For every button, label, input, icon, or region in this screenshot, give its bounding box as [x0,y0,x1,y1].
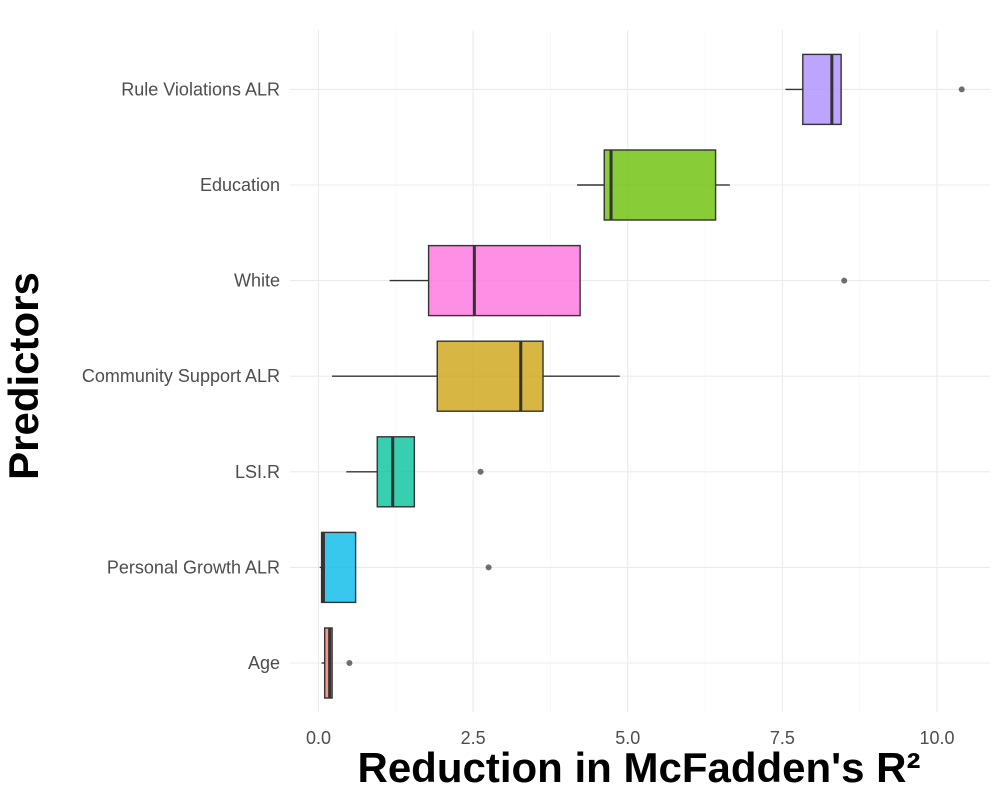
y-tick-label: Community Support ALR [82,366,280,386]
iqr-box [603,149,717,221]
outlier-point [346,660,353,666]
outlier-point [477,468,484,475]
x-axis-title: Reduction in McFadden's R² [357,744,920,791]
boxplot-personal-growth-alr [319,531,492,604]
x-tick-label: 5.0 [615,728,640,748]
iqr-box [436,340,544,412]
x-tick-label: 10.0 [919,728,954,748]
boxplot-education [577,149,730,221]
outlier-point [958,86,965,93]
outlier-point [485,564,492,571]
x-tick-label: 2.5 [461,728,486,748]
y-tick-label: Personal Growth ALR [107,557,280,577]
iqr-box [376,436,416,508]
boxplots [319,53,965,699]
x-tick-label: 7.5 [770,728,795,748]
y-tick-label: Rule Violations ALR [121,79,280,99]
grid-lines [290,30,990,712]
y-tick-label: White [234,271,280,291]
y-axis-title: Predictors [0,272,47,480]
y-tick-label: Education [200,175,280,195]
y-tick-label: Age [248,653,280,673]
iqr-box [802,53,842,126]
iqr-box [427,244,581,317]
x-axis-tick-labels: 0.0 2.5 5.0 7.5 10.0 [306,728,955,748]
y-axis-tick-labels: Age Personal Growth ALR LSI.R Community Sup… [82,79,280,673]
boxplot-age [321,627,353,699]
boxplot-community-support-alr [332,340,620,412]
outlier-point [841,277,848,284]
iqr-box [320,531,357,604]
boxplot-white [389,244,848,317]
y-tick-label: LSI.R [235,462,280,482]
boxplot-rule-violations-alr [785,53,965,126]
x-tick-label: 0.0 [306,728,331,748]
boxplot-lsi-r [346,436,484,508]
